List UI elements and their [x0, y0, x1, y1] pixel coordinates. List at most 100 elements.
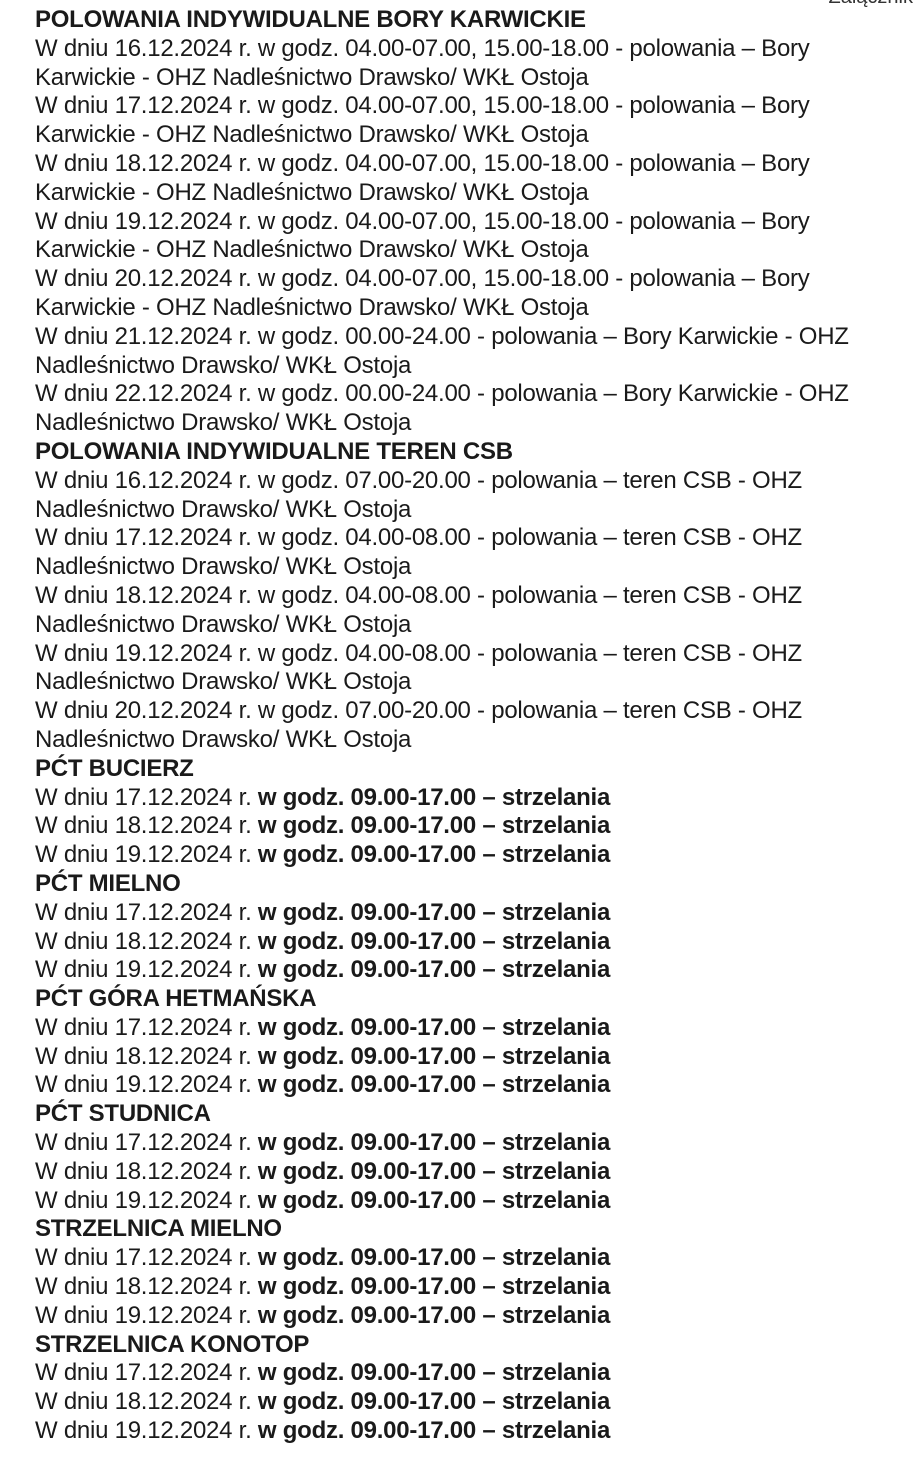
entry-line: Nadleśnictwo Drawsko/ WKŁ Ostoja — [35, 409, 412, 437]
entry-hours: w godz. 09.00-17.00 – strzelania — [257, 1042, 611, 1070]
entry-line: W dniu 17.12.2024 r. w godz. 09.00-17.00… — [35, 784, 849, 813]
schedule-entry: W dniu 18.12.2024 r. w godz. 09.00-17.00… — [35, 1043, 849, 1072]
entry-hours: w godz. 09.00-17.00 – strzelania — [257, 1417, 611, 1445]
schedule-entry: W dniu 18.12.2024 r. w godz. 04.00-08.00… — [35, 582, 849, 640]
entry-hours: w godz. 09.00-17.00 – strzelania — [257, 1157, 611, 1185]
schedule-entry: W dniu 19.12.2024 r. w godz. 09.00-17.00… — [35, 1302, 849, 1331]
entry-line: Karwickie - OHZ Nadleśnictwo Drawsko/ WK… — [35, 293, 589, 321]
section-heading: PĆT STUDNICA — [35, 1100, 211, 1128]
entry-line: Karwickie - OHZ Nadleśnictwo Drawsko/ WK… — [35, 121, 589, 149]
entry-line: W dniu 19.12.2024 r. w godz. 09.00-17.00… — [35, 956, 849, 985]
entry-line: Nadleśnictwo Drawsko/ WKŁ Ostoja — [35, 610, 412, 638]
entry-line: W dniu 18.12.2024 r. w godz. 09.00-17.00… — [35, 1273, 849, 1302]
schedule-entry: W dniu 17.12.2024 r. w godz. 09.00-17.00… — [35, 899, 849, 928]
entry-hours: w godz. 09.00-17.00 – strzelania — [257, 1388, 611, 1416]
entry-hours: w godz. 09.00-17.00 – strzelania — [257, 898, 611, 926]
schedule-section: POLOWANIA INDYWIDUALNE TEREN CSB W dniu 1… — [35, 438, 849, 755]
schedule-entry: W dniu 17.12.2024 r. w godz. 09.00-17.00… — [35, 1014, 849, 1043]
entry-line: Nadleśnictwo Drawsko/ WKŁ Ostoja — [35, 725, 412, 753]
entry-date: W dniu 18.12.2024 r. — [35, 1273, 258, 1301]
entry-date: W dniu 17.12.2024 r. — [35, 1129, 258, 1157]
schedule-entry: W dniu 19.12.2024 r. w godz. 04.00-08.00… — [35, 640, 849, 698]
entry-line: W dniu 17.12.2024 r. w godz. 09.00-17.00… — [35, 1244, 849, 1273]
schedule-entry: W dniu 18.12.2024 r. w godz. 09.00-17.00… — [35, 1273, 849, 1302]
schedule-entry: W dniu 17.12.2024 r. w godz. 04.00-07.00… — [35, 92, 849, 150]
schedule-entry: W dniu 17.12.2024 r. w godz. 04.00-08.00… — [35, 524, 849, 582]
entry-line: W dniu 19.12.2024 r. w godz. 09.00-17.00… — [35, 1417, 849, 1446]
entry-line: Nadleśnictwo Drawsko/ WKŁ Ostoja — [35, 351, 412, 379]
entry-line: W dniu 18.12.2024 r. w godz. 09.00-17.00… — [35, 812, 849, 841]
schedule-entry: W dniu 19.12.2024 r. w godz. 09.00-17.00… — [35, 956, 849, 985]
entry-date: W dniu 18.12.2024 r. — [35, 812, 258, 840]
entry-line: W dniu 22.12.2024 r. w godz. 00.00-24.00… — [35, 380, 849, 408]
entry-line: W dniu 18.12.2024 r. w godz. 09.00-17.00… — [35, 1043, 849, 1072]
schedule-entry: W dniu 17.12.2024 r. w godz. 09.00-17.00… — [35, 1129, 849, 1158]
schedule-entry: W dniu 18.12.2024 r. w godz. 04.00-07.00… — [35, 150, 849, 208]
entry-hours: w godz. 09.00-17.00 – strzelania — [257, 1273, 611, 1301]
entry-hours: w godz. 09.00-17.00 – strzelania — [257, 1186, 611, 1214]
schedule-entry: W dniu 17.12.2024 r. w godz. 09.00-17.00… — [35, 1244, 849, 1273]
entry-hours: w godz. 09.00-17.00 – strzelania — [257, 1359, 611, 1387]
schedule-section: STRZELNICA KONOTOP W dniu 17.12.2024 r. w… — [35, 1331, 849, 1446]
schedule-entry: W dniu 19.12.2024 r. w godz. 04.00-07.00… — [35, 208, 849, 266]
schedule-entry: W dniu 18.12.2024 r. w godz. 09.00-17.00… — [35, 1158, 849, 1187]
entry-hours: w godz. 09.00-17.00 – strzelania — [257, 1071, 611, 1099]
entry-hours: w godz. 09.00-17.00 – strzelania — [257, 1244, 611, 1272]
entry-hours: w godz. 09.00-17.00 – strzelania — [257, 956, 611, 984]
entry-hours: w godz. 09.00-17.00 – strzelania — [257, 927, 611, 955]
schedule-entry: W dniu 19.12.2024 r. w godz. 09.00-17.00… — [35, 1417, 849, 1446]
entry-line: W dniu 18.12.2024 r. w godz. 04.00-08.00… — [35, 581, 802, 609]
entry-line: W dniu 17.12.2024 r. w godz. 09.00-17.00… — [35, 1129, 849, 1158]
entry-date: W dniu 18.12.2024 r. — [35, 1157, 258, 1185]
section-heading: POLOWANIA INDYWIDUALNE BORY KARWICKIE — [35, 6, 586, 33]
section-heading: PĆT BUCIERZ — [35, 754, 194, 782]
entry-hours: w godz. 09.00-17.00 – strzelania — [257, 1129, 611, 1157]
schedule-section: PĆT STUDNICA W dniu 17.12.2024 r. w godz.… — [35, 1100, 849, 1215]
entry-date: W dniu 19.12.2024 r. — [35, 841, 258, 869]
entry-date: W dniu 19.12.2024 r. — [35, 1417, 258, 1445]
entry-date: W dniu 19.12.2024 r. — [35, 1071, 258, 1099]
entry-hours: w godz. 09.00-17.00 – strzelania — [257, 1013, 611, 1041]
entry-line: Nadleśnictwo Drawsko/ WKŁ Ostoja — [35, 495, 412, 523]
schedule-section: PĆT MIELNO W dniu 17.12.2024 r. w godz. 0… — [35, 870, 849, 985]
entry-line: W dniu 19.12.2024 r. w godz. 09.00-17.00… — [35, 841, 849, 870]
schedule-entry: W dniu 21.12.2024 r. w godz. 00.00-24.00… — [35, 323, 849, 381]
section-heading: STRZELNICA KONOTOP — [35, 1330, 310, 1358]
schedule-entry: W dniu 16.12.2024 r. w godz. 07.00-20.00… — [35, 467, 849, 525]
entry-line: W dniu 19.12.2024 r. w godz. 09.00-17.00… — [35, 1071, 849, 1100]
schedule-entry: W dniu 20.12.2024 r. w godz. 07.00-20.00… — [35, 697, 849, 755]
document-body: POLOWANIA INDYWIDUALNE BORY KARWICKIE W d… — [35, 6, 849, 1446]
schedule-section: POLOWANIA INDYWIDUALNE BORY KARWICKIE W d… — [35, 6, 849, 438]
entry-line: W dniu 17.12.2024 r. w godz. 09.00-17.00… — [35, 1014, 849, 1043]
schedule-entry: W dniu 16.12.2024 r. w godz. 04.00-07.00… — [35, 35, 849, 93]
schedule-entry: W dniu 17.12.2024 r. w godz. 09.00-17.00… — [35, 784, 849, 813]
schedule-entry: W dniu 19.12.2024 r. w godz. 09.00-17.00… — [35, 1071, 849, 1100]
entry-line: W dniu 17.12.2024 r. w godz. 04.00-07.00… — [35, 92, 810, 120]
entry-date: W dniu 18.12.2024 r. — [35, 1388, 258, 1416]
entry-line: Nadleśnictwo Drawsko/ WKŁ Ostoja — [35, 668, 412, 696]
schedule-entry: W dniu 18.12.2024 r. w godz. 09.00-17.00… — [35, 812, 849, 841]
section-heading: PĆT GÓRA HETMAŃSKA — [35, 985, 317, 1013]
entry-line: W dniu 20.12.2024 r. w godz. 07.00-20.00… — [35, 697, 802, 725]
entry-line: Nadleśnictwo Drawsko/ WKŁ Ostoja — [35, 553, 412, 581]
schedule-entry: W dniu 19.12.2024 r. w godz. 09.00-17.00… — [35, 841, 849, 870]
entry-line: Karwickie - OHZ Nadleśnictwo Drawsko/ WK… — [35, 236, 589, 264]
entry-hours: w godz. 09.00-17.00 – strzelania — [257, 1301, 611, 1329]
schedule-entry: W dniu 22.12.2024 r. w godz. 00.00-24.00… — [35, 380, 849, 438]
schedule-section: PĆT GÓRA HETMAŃSKA W dniu 17.12.2024 r. w… — [35, 985, 849, 1100]
schedule-entry: W dniu 18.12.2024 r. w godz. 09.00-17.00… — [35, 1388, 849, 1417]
entry-line: W dniu 18.12.2024 r. w godz. 04.00-07.00… — [35, 149, 810, 177]
entry-date: W dniu 19.12.2024 r. — [35, 956, 258, 984]
schedule-entry: W dniu 17.12.2024 r. w godz. 09.00-17.00… — [35, 1359, 849, 1388]
entry-line: W dniu 18.12.2024 r. w godz. 09.00-17.00… — [35, 1158, 849, 1187]
entry-line: Karwickie - OHZ Nadleśnictwo Drawsko/ WK… — [35, 178, 589, 206]
schedule-entry: W dniu 18.12.2024 r. w godz. 09.00-17.00… — [35, 928, 849, 957]
section-heading: PĆT MIELNO — [35, 869, 181, 897]
schedule-section: STRZELNICA MIELNO W dniu 17.12.2024 r. w … — [35, 1215, 849, 1330]
entry-date: W dniu 19.12.2024 r. — [35, 1301, 258, 1329]
entry-date: W dniu 19.12.2024 r. — [35, 1186, 258, 1214]
entry-line: W dniu 16.12.2024 r. w godz. 07.00-20.00… — [35, 466, 802, 494]
entry-line: W dniu 17.12.2024 r. w godz. 09.00-17.00… — [35, 1359, 849, 1388]
entry-line: W dniu 19.12.2024 r. w godz. 04.00-08.00… — [35, 639, 802, 667]
entry-date: W dniu 17.12.2024 r. — [35, 898, 258, 926]
